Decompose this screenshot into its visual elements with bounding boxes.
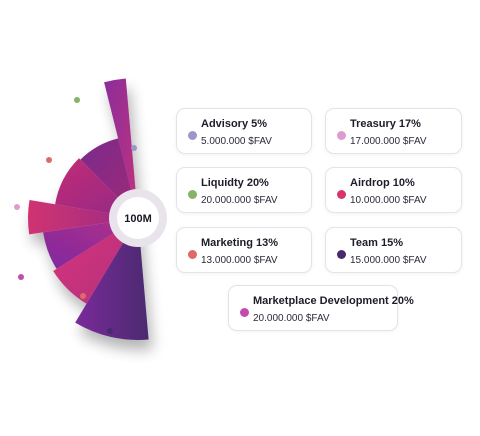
legend-card: Treasury 17% 17.000.000 $FAV [325,108,462,154]
decorative-dot [74,97,80,103]
pie-slice [53,218,139,304]
legend-amount: 10.000.000 $FAV [350,195,427,206]
legend-amount: 17.000.000 $FAV [350,136,427,147]
legend-dot [188,190,197,199]
legend-label: Advisory 5% [201,118,268,130]
legend-label: Liquidty 20% [201,177,269,189]
legend-label: Marketing 13% [201,237,279,249]
legend-amount: 13.000.000 $FAV [201,255,278,266]
legend-dot [337,250,346,259]
legend-card: Marketplace Development 20% 20.000.000 $F… [228,285,414,331]
legend-dot [337,131,346,140]
decorative-dot [131,145,137,151]
legend-amount: 20.000.000 $FAV [201,195,278,206]
legend-label: Marketplace Development 20% [253,295,414,307]
legend-card: Liquidty 20% 20.000.000 $FAV [176,167,312,213]
decorative-dot [14,204,20,210]
pie-slice [75,218,149,340]
legend-amount: 15.000.000 $FAV [350,255,427,266]
decorative-dot [107,328,113,334]
center-disc [117,197,159,239]
legend-dot [188,250,197,259]
legend-dot [240,308,249,317]
decorative-dot [80,293,86,299]
legend-label: Treasury 17% [350,118,421,130]
legend-card: Team 15% 15.000.000 $FAV [325,227,462,273]
center-label: 100M [124,213,152,225]
legend-card: Advisory 5% 5.000.000 $FAV [176,108,312,154]
legend-card: Marketing 13% 13.000.000 $FAV [176,227,312,273]
pie-slice [104,78,138,218]
legend-amount: 5.000.000 $FAV [201,136,272,147]
legend-dot [188,131,197,140]
legend-amount: 20.000.000 $FAV [253,313,330,324]
legend-card: Airdrop 10% 10.000.000 $FAV [325,167,462,213]
legend-dot [337,190,346,199]
legend-label: Team 15% [350,237,403,249]
decorative-dot [46,157,52,163]
legend-label: Airdrop 10% [350,177,415,189]
pie-slice [27,200,139,235]
decorative-dot [18,274,24,280]
